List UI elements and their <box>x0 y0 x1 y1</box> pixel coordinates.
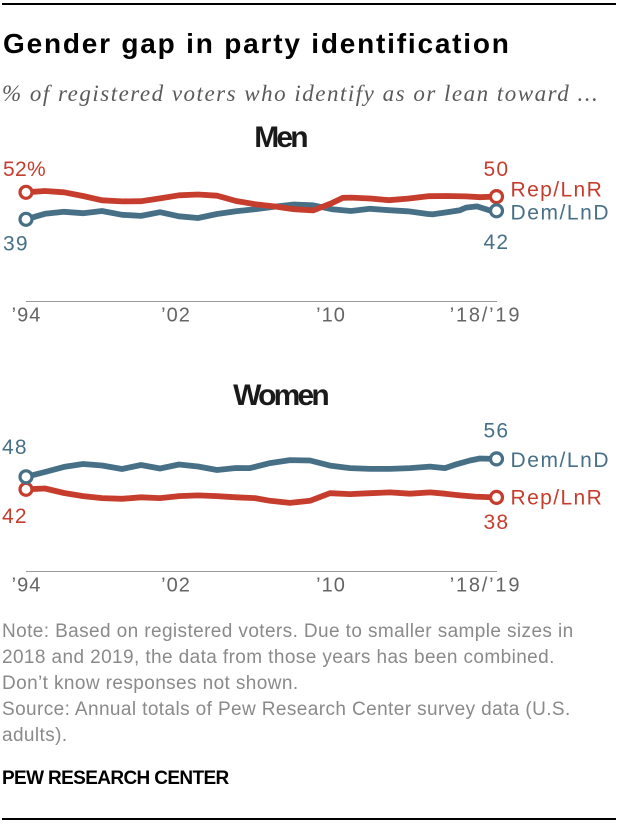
svg-text:42: 42 <box>484 231 510 254</box>
svg-text:’94: ’94 <box>12 575 42 597</box>
svg-text:’10: ’10 <box>316 305 346 327</box>
svg-text:Rep/LnR: Rep/LnR <box>511 178 604 201</box>
svg-text:42: 42 <box>2 505 28 528</box>
svg-text:Rep/LnR: Rep/LnR <box>511 487 604 510</box>
svg-text:56: 56 <box>484 420 510 443</box>
svg-text:Dem/LnD: Dem/LnD <box>511 449 611 472</box>
svg-text:’18/’19: ’18/’19 <box>450 575 522 597</box>
svg-text:’02: ’02 <box>161 575 191 597</box>
svg-text:’10: ’10 <box>316 575 346 597</box>
svg-text:38: 38 <box>484 511 510 534</box>
svg-text:48: 48 <box>2 436 28 459</box>
svg-text:50: 50 <box>484 158 510 181</box>
svg-text:’02: ’02 <box>161 305 191 327</box>
svg-text:Dem/LnD: Dem/LnD <box>511 202 611 225</box>
svg-text:’18/’19: ’18/’19 <box>450 305 522 327</box>
svg-text:39: 39 <box>3 233 29 256</box>
svg-text:’94: ’94 <box>12 305 42 327</box>
svg-text:52%: 52% <box>3 158 46 181</box>
